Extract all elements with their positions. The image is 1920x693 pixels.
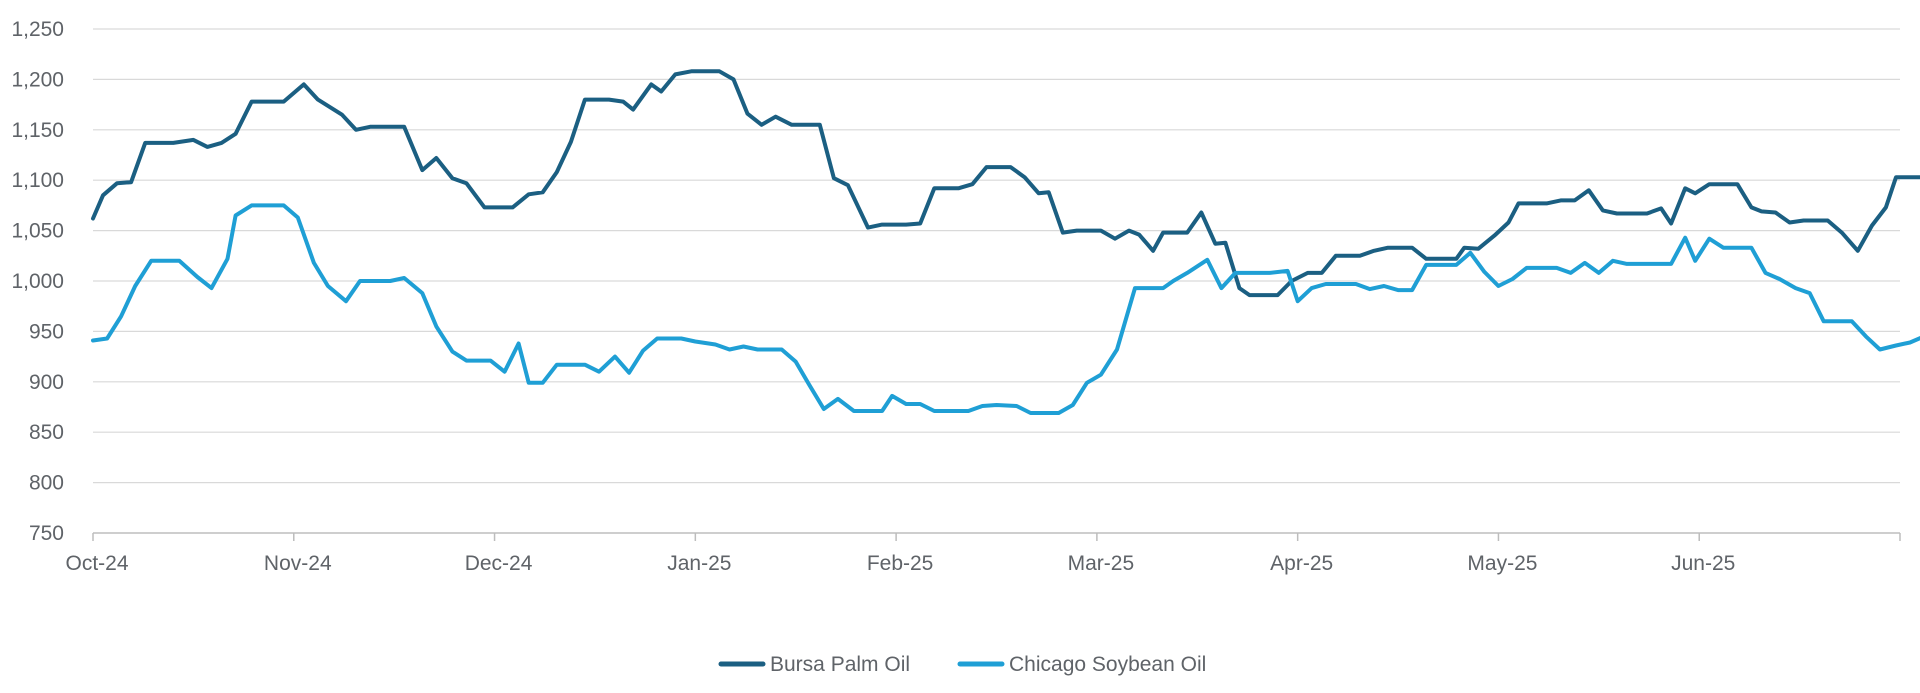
legend-label: Chicago Soybean Oil xyxy=(1009,653,1206,676)
y-tick-label: 1,000 xyxy=(11,270,64,293)
series-lines xyxy=(91,69,1920,415)
legend-item: Bursa Palm Oil xyxy=(718,653,910,676)
series-line-bursa-palm-oil xyxy=(91,69,1920,298)
legend: Bursa Palm Oil Chicago Soybean Oil xyxy=(718,653,1206,676)
x-axis: Oct-24 Nov-24 Dec-24 Jan-25 Feb-25 Mar-25 Apr-… xyxy=(65,532,1901,575)
x-tick-label: Jan-25 xyxy=(667,552,731,575)
x-tick-label: Apr-25 xyxy=(1270,552,1333,575)
legend-label: Bursa Palm Oil xyxy=(770,653,910,676)
y-tick-label: 1,150 xyxy=(11,119,64,142)
y-tick-label: 1,100 xyxy=(11,169,64,192)
y-tick-label: 800 xyxy=(29,472,64,495)
y-tick-label: 1,050 xyxy=(11,220,64,243)
x-tick-label: Oct-24 xyxy=(65,552,128,575)
y-tick-label: 1,250 xyxy=(11,18,64,41)
y-tick-label: 1,200 xyxy=(11,68,64,91)
y-tick-label: 900 xyxy=(29,371,64,394)
x-tick-label: Nov-24 xyxy=(264,552,332,575)
x-tick-label: Dec-24 xyxy=(465,552,533,575)
y-axis-ticks: 1,250 1,200 1,150 1,100 1,050 1,000 950 900 850 8… xyxy=(11,18,64,545)
legend-item: Chicago Soybean Oil xyxy=(957,653,1206,676)
y-tick-label: 750 xyxy=(29,522,64,545)
series-line-chicago-soybean-oil xyxy=(91,203,1920,415)
x-tick-label: Mar-25 xyxy=(1068,552,1135,575)
y-tick-label: 850 xyxy=(29,421,64,444)
gridlines xyxy=(93,28,1900,484)
x-tick-label: Feb-25 xyxy=(867,552,934,575)
y-tick-label: 950 xyxy=(29,320,64,343)
x-tick-label: Jun-25 xyxy=(1671,552,1735,575)
x-tick-label: May-25 xyxy=(1467,552,1537,575)
